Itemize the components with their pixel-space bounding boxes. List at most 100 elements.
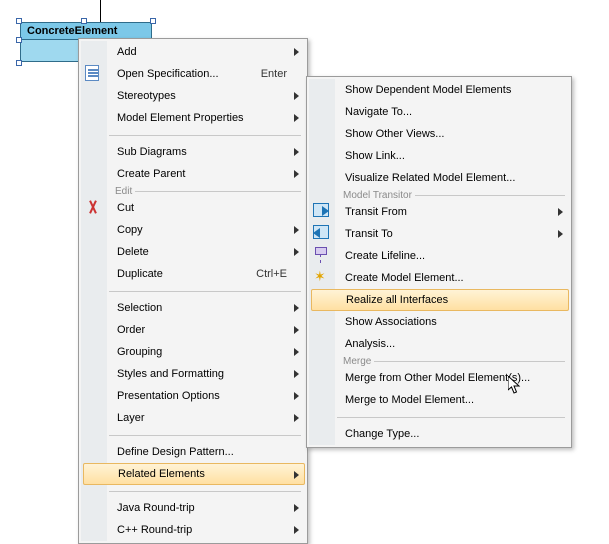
chevron-right-icon: [294, 471, 299, 479]
sub-separator: Model Transitor: [337, 189, 569, 201]
ctx-item-selection[interactable]: Selection: [109, 297, 305, 319]
ctx-item-cut[interactable]: Cut: [109, 197, 305, 219]
sub-item-visualize-related-model-element[interactable]: Visualize Related Model Element...: [337, 167, 569, 189]
menu-item-label: Define Design Pattern...: [117, 446, 234, 458]
chevron-right-icon: [294, 148, 299, 156]
sub-item-change-type[interactable]: Change Type...: [337, 423, 569, 445]
sub-item-analysis[interactable]: Analysis...: [337, 333, 569, 355]
sub-item-transit-to[interactable]: Transit To: [337, 223, 569, 245]
ctx-item-model-element-properties[interactable]: Model Element Properties: [109, 107, 305, 129]
menu-item-label: Related Elements: [118, 468, 205, 480]
menu-item-label: Analysis...: [345, 338, 395, 350]
ctx-item-add[interactable]: Add: [109, 41, 305, 63]
sub-separator: [337, 411, 569, 423]
chevron-right-icon: [294, 348, 299, 356]
ctx-item-sub-diagrams[interactable]: Sub Diagrams: [109, 141, 305, 163]
ctx-item-c-round-trip[interactable]: C++ Round-trip: [109, 519, 305, 541]
ctx-item-presentation-options[interactable]: Presentation Options: [109, 385, 305, 407]
resize-handle-n[interactable]: [81, 18, 87, 24]
menu-item-label: C++ Round-trip: [117, 524, 192, 536]
chevron-right-icon: [294, 414, 299, 422]
menu-item-shortcut: Ctrl+E: [256, 268, 287, 280]
chevron-right-icon: [558, 230, 563, 238]
sub-separator: Merge: [337, 355, 569, 367]
ctx-separator: [109, 285, 305, 297]
chevron-right-icon: [558, 208, 563, 216]
menu-item-label: Presentation Options: [117, 390, 220, 402]
menu-item-label: Realize all Interfaces: [346, 294, 448, 306]
sub-group-label: Merge: [337, 356, 374, 367]
menu-item-label: Transit To: [345, 228, 393, 240]
menu-item-label: Create Parent: [117, 168, 185, 180]
chevron-right-icon: [294, 48, 299, 56]
menu-item-label: Create Model Element...: [345, 272, 464, 284]
menu-item-shortcut: Enter: [261, 68, 287, 80]
menu-item-label: Show Associations: [345, 316, 437, 328]
sub-item-show-associations[interactable]: Show Associations: [337, 311, 569, 333]
chevron-right-icon: [294, 114, 299, 122]
sub-item-show-link[interactable]: Show Link...: [337, 145, 569, 167]
menu-item-label: Show Link...: [345, 150, 405, 162]
menu-item-label: Stereotypes: [117, 90, 176, 102]
sub-item-show-dependent-model-elements[interactable]: Show Dependent Model Elements: [337, 79, 569, 101]
sub-item-create-lifeline[interactable]: Create Lifeline...: [337, 245, 569, 267]
chevron-right-icon: [294, 92, 299, 100]
sub-group-label: Model Transitor: [337, 190, 415, 201]
sub-item-transit-from[interactable]: Transit From: [337, 201, 569, 223]
ctx-item-duplicate[interactable]: Duplicate Ctrl+E: [109, 263, 305, 285]
ctx-item-define-design-pattern[interactable]: Define Design Pattern...: [109, 441, 305, 463]
ctx-separator: [109, 485, 305, 497]
sub-item-navigate-to[interactable]: Navigate To...: [337, 101, 569, 123]
ctx-item-stereotypes[interactable]: Stereotypes: [109, 85, 305, 107]
menu-item-label: Cut: [117, 202, 134, 214]
menu-item-label: Show Dependent Model Elements: [345, 84, 511, 96]
resize-handle-w[interactable]: [16, 37, 22, 43]
ctx-item-grouping[interactable]: Grouping: [109, 341, 305, 363]
spark-icon: [313, 269, 329, 285]
ctx-item-open-specification[interactable]: Open Specification...Enter: [109, 63, 305, 85]
ctx-separator: [109, 429, 305, 441]
resize-handle-nw[interactable]: [16, 18, 22, 24]
menu-item-label: Merge from Other Model Element(s)...: [345, 372, 530, 384]
ctx-item-copy[interactable]: Copy: [109, 219, 305, 241]
menu-item-label: Duplicate: [117, 268, 163, 280]
arrow-r-icon: [313, 203, 329, 217]
ctx-item-layer[interactable]: Layer: [109, 407, 305, 429]
menu-item-label: Grouping: [117, 346, 162, 358]
sub-item-show-other-views[interactable]: Show Other Views...: [337, 123, 569, 145]
chevron-right-icon: [294, 248, 299, 256]
chevron-right-icon: [294, 170, 299, 178]
life-icon: [313, 247, 327, 263]
sub-item-merge-to-model-element[interactable]: Merge to Model Element...: [337, 389, 569, 411]
sub-item-create-model-element[interactable]: Create Model Element...: [337, 267, 569, 289]
ctx-item-related-elements[interactable]: Related Elements: [83, 463, 305, 485]
menu-item-label: Java Round-trip: [117, 502, 195, 514]
ctx-separator: [109, 129, 305, 141]
menu-item-label: Show Other Views...: [345, 128, 444, 140]
chevron-right-icon: [294, 326, 299, 334]
chevron-right-icon: [294, 504, 299, 512]
ctx-item-java-round-trip[interactable]: Java Round-trip: [109, 497, 305, 519]
canvas: ConcreteElement AddOpen Specification...…: [0, 0, 609, 532]
resize-handle-ne[interactable]: [150, 18, 156, 24]
menu-item-label: Navigate To...: [345, 106, 412, 118]
ctx-item-order[interactable]: Order: [109, 319, 305, 341]
sub-item-merge-from-other-model-element-s[interactable]: Merge from Other Model Element(s)...: [337, 367, 569, 389]
sub-item-realize-all-interfaces[interactable]: Realize all Interfaces: [311, 289, 569, 311]
menu-item-label: Order: [117, 324, 145, 336]
ctx-item-styles-and-formatting[interactable]: Styles and Formatting: [109, 363, 305, 385]
ctx-item-create-parent[interactable]: Create Parent: [109, 163, 305, 185]
ctx-item-delete[interactable]: Delete: [109, 241, 305, 263]
menu-item-label: Delete: [117, 246, 149, 258]
ctx-separator: Edit: [109, 185, 305, 197]
resize-handle-sw[interactable]: [16, 60, 22, 66]
menu-item-label: Add: [117, 46, 137, 58]
menu-item-label: Styles and Formatting: [117, 368, 224, 380]
ctx-group-label: Edit: [109, 186, 135, 197]
menu-item-label: Sub Diagrams: [117, 146, 187, 158]
menu-item-label: Visualize Related Model Element...: [345, 172, 515, 184]
chevron-right-icon: [294, 392, 299, 400]
menu-item-label: Merge to Model Element...: [345, 394, 474, 406]
menu-item-label: Change Type...: [345, 428, 419, 440]
menu-item-label: Transit From: [345, 206, 407, 218]
